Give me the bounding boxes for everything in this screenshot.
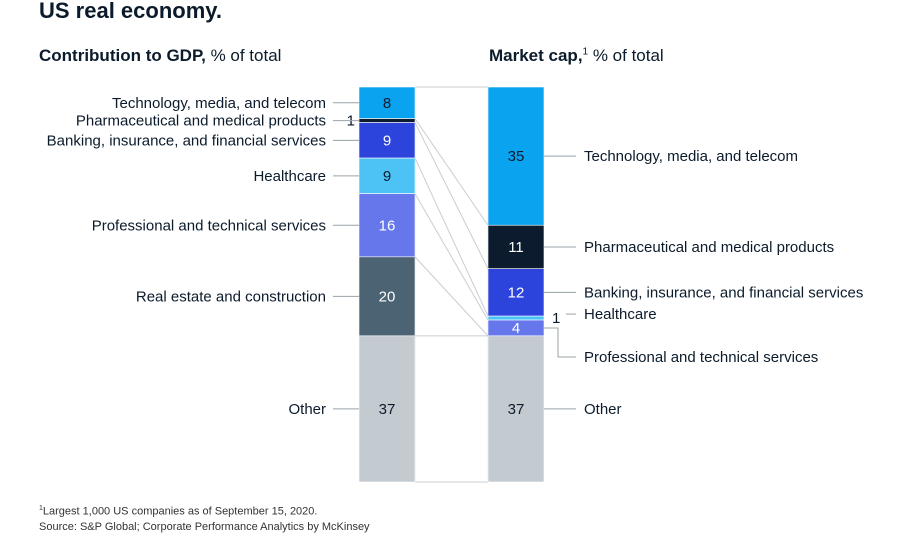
category-label-technology-media-and-telecom: Technology, media, and telecom bbox=[584, 148, 798, 165]
source-note: Source: S&P Global; Corporate Performanc… bbox=[39, 520, 370, 533]
category-label-pharmaceutical-and-medical-products: Pharmaceutical and medical products bbox=[584, 239, 834, 256]
value-label-pharmaceutical-and-medical-products: 11 bbox=[508, 239, 524, 256]
footnote-text: Largest 1,000 US companies as of Septemb… bbox=[42, 505, 318, 518]
market-cap-title-unit: % of total bbox=[588, 46, 664, 65]
category-label-professional-and-technical-services: Professional and technical services bbox=[584, 349, 818, 366]
bar-segment-professional-and-technical-services bbox=[358, 193, 416, 258]
category-label-pharmaceutical-and-medical-products: Pharmaceutical and medical products bbox=[76, 113, 326, 130]
value-label-technology-media-and-telecom: 35 bbox=[508, 148, 525, 165]
value-label-healthcare: 1 bbox=[552, 310, 560, 327]
category-label-healthcare: Healthcare bbox=[253, 168, 326, 185]
value-label-professional-and-technical-services: 4 bbox=[512, 320, 520, 337]
gdp-title-bold: Contribution to GDP, bbox=[39, 46, 206, 65]
value-label-real-estate-and-construction: 20 bbox=[379, 288, 396, 305]
value-label-other: 37 bbox=[508, 401, 525, 418]
footnote-marker: 1 bbox=[582, 46, 589, 58]
bar-gap-band bbox=[414, 86, 489, 483]
leader-line bbox=[544, 327, 576, 358]
gdp-title-unit: % of total bbox=[205, 46, 282, 65]
page-title: US real economy. bbox=[39, 0, 222, 23]
category-label-other: Other bbox=[288, 401, 326, 418]
bar-segment-banking-insurance-and-financial-services bbox=[358, 122, 416, 159]
value-label-other: 37 bbox=[379, 401, 396, 418]
bar-segment-technology-media-and-telecom bbox=[358, 86, 416, 119]
bar-segment-pharmaceutical-and-medical-products bbox=[487, 224, 545, 270]
category-label-healthcare: Healthcare bbox=[584, 306, 657, 323]
category-label-banking-insurance-and-financial-services: Banking, insurance, and financial servic… bbox=[584, 284, 863, 301]
footnote: 1Largest 1,000 US companies as of Septem… bbox=[39, 501, 370, 520]
gdp-panel-title: Contribution to GDP, % of total bbox=[39, 46, 281, 66]
category-label-banking-insurance-and-financial-services: Banking, insurance, and financial servic… bbox=[47, 132, 326, 149]
connector-line bbox=[414, 157, 489, 317]
value-label-technology-media-and-telecom: 8 bbox=[383, 95, 391, 112]
value-label-professional-and-technical-services: 16 bbox=[379, 217, 396, 234]
bar-segment-healthcare bbox=[358, 157, 416, 194]
connector-line bbox=[414, 193, 489, 321]
connector-line bbox=[414, 118, 489, 226]
category-label-other: Other bbox=[584, 401, 622, 418]
value-label-healthcare: 9 bbox=[383, 168, 391, 185]
bar-segment-other bbox=[358, 335, 416, 483]
category-label-technology-media-and-telecom: Technology, media, and telecom bbox=[112, 95, 326, 112]
bar-segment-pharmaceutical-and-medical-products bbox=[358, 118, 416, 123]
category-label-real-estate-and-construction: Real estate and construction bbox=[136, 288, 326, 305]
market-cap-panel-title: Market cap,1 % of total bbox=[489, 46, 664, 66]
footnote-number: 1 bbox=[39, 505, 43, 512]
footnotes: 1Largest 1,000 US companies as of Septem… bbox=[39, 501, 370, 535]
connector-line bbox=[414, 256, 489, 337]
bar-segment-other bbox=[487, 335, 545, 483]
value-label-banking-insurance-and-financial-services: 9 bbox=[383, 132, 391, 149]
category-label-professional-and-technical-services: Professional and technical services bbox=[92, 217, 326, 234]
value-label-banking-insurance-and-financial-services: 12 bbox=[508, 284, 525, 301]
market-cap-title-bold: Market cap, bbox=[489, 46, 583, 65]
stacked-bar-chart: 8 Technology, media, and telecom 1 Pharmace… bbox=[47, 86, 863, 483]
connector-line bbox=[414, 122, 489, 269]
